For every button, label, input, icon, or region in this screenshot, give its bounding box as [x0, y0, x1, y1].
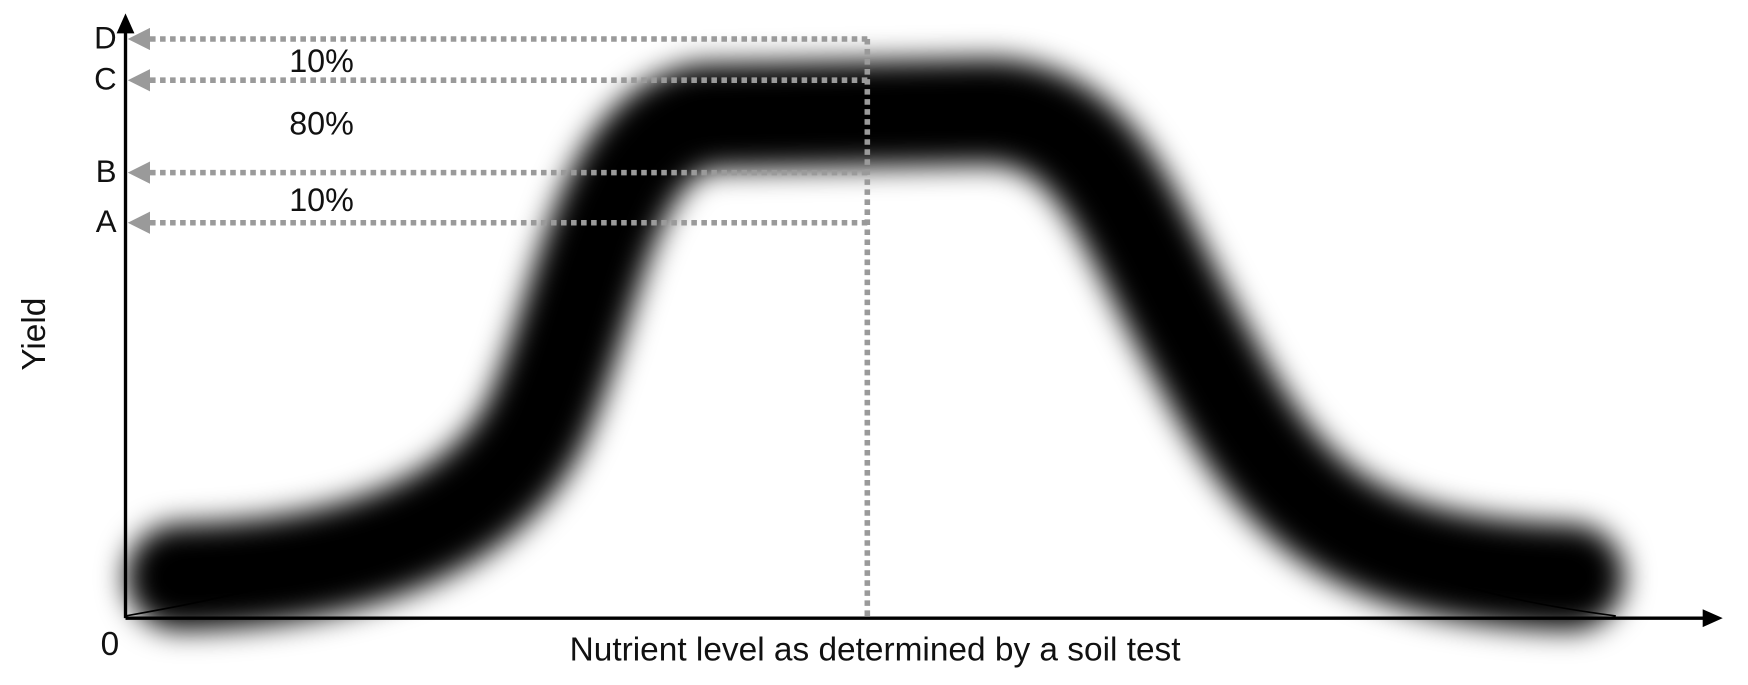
level-label: D [94, 20, 117, 55]
band-label: 80% [289, 105, 354, 141]
level-label: A [96, 204, 117, 239]
band-label: 10% [289, 182, 354, 218]
x-axis-arrow [1702, 609, 1723, 628]
thin-curve [125, 110, 1616, 617]
y-axis-title: Yield [16, 298, 53, 371]
origin-label: 0 [101, 626, 120, 663]
level-label: C [94, 62, 117, 97]
band-label: 10% [289, 43, 354, 79]
yield-curve [126, 58, 1625, 630]
y-axis-arrow [116, 13, 135, 34]
level-label: B [96, 154, 117, 189]
x-axis-title: Nutrient level as determined by a soil t… [570, 631, 1182, 668]
